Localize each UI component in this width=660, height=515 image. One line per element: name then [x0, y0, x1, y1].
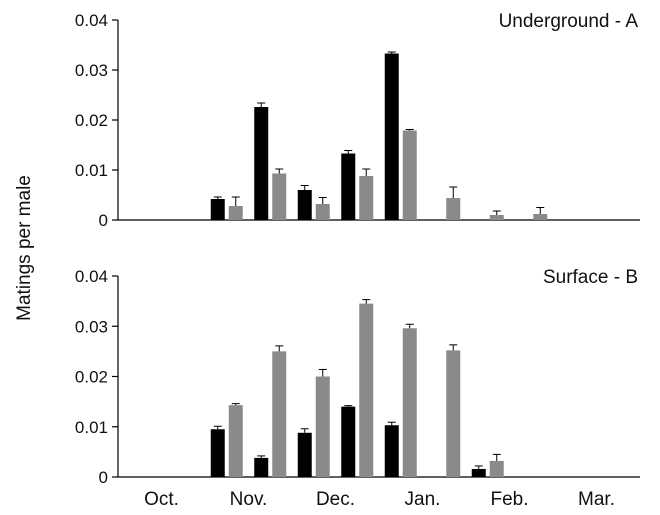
- y-tick-label: 0.02: [75, 111, 108, 130]
- x-tick-labels: Oct. Nov. Dec. Jan. Feb. Mar.: [144, 489, 615, 510]
- panel-surface: 0 0.01 0.02 0.03 0.04 Surface - B: [75, 267, 640, 487]
- y-tick-label: 0: [99, 211, 108, 230]
- bar-gray: [315, 376, 330, 477]
- bar-black: [210, 429, 225, 477]
- x-tick-label: Oct.: [144, 489, 179, 510]
- bar-gray: [446, 350, 461, 477]
- panel-label: Surface - B: [543, 267, 638, 288]
- bar-gray: [446, 198, 461, 220]
- y-tick-label: 0.04: [75, 11, 108, 30]
- bar-gray: [489, 460, 504, 477]
- bar-gray: [359, 176, 374, 220]
- bar-black: [341, 406, 356, 477]
- y-tick-label: 0.02: [75, 368, 108, 387]
- y-tick-label: 0.03: [75, 61, 108, 80]
- bar-gray: [533, 214, 548, 220]
- bar-black: [384, 53, 399, 220]
- bar-gray: [402, 130, 417, 220]
- x-tick-label: Dec.: [316, 489, 355, 510]
- y-tick-label: 0: [99, 468, 108, 487]
- bar-black: [210, 199, 225, 220]
- x-tick-label: Jan.: [405, 489, 441, 510]
- y-tick-label: 0.03: [75, 317, 108, 336]
- bar-gray: [228, 405, 243, 477]
- y-tick-label: 0.04: [75, 267, 108, 286]
- y-tick-label: 0.01: [75, 161, 108, 180]
- x-tick-label: Feb.: [490, 489, 528, 510]
- x-tick-label: Nov.: [230, 489, 268, 510]
- y-tick-label: 0.01: [75, 418, 108, 437]
- bar-gray: [402, 328, 417, 477]
- bar-black: [254, 457, 269, 477]
- bar-gray: [228, 206, 243, 220]
- bar-black: [297, 190, 312, 220]
- bar-black: [471, 468, 486, 477]
- bar-black: [297, 432, 312, 477]
- bar-gray: [272, 173, 287, 220]
- bar-black: [384, 425, 399, 477]
- bar-gray: [489, 215, 504, 220]
- bar-black: [254, 107, 269, 220]
- y-axis-label: Matings per male: [14, 175, 35, 321]
- bar-gray: [272, 351, 287, 477]
- x-tick-label: Mar.: [578, 489, 615, 510]
- panel-underground: 0 0.01 0.02 0.03 0.04 Underground - A: [75, 11, 640, 230]
- panel-label: Underground - A: [499, 11, 639, 32]
- bar-gray: [359, 303, 374, 477]
- bar-black: [341, 153, 356, 220]
- bar-gray: [315, 204, 330, 220]
